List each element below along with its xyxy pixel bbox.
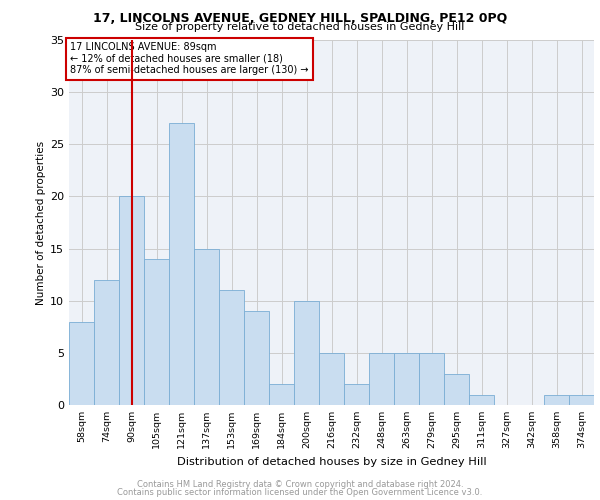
Bar: [244, 311, 269, 405]
Text: 17, LINCOLNS AVENUE, GEDNEY HILL, SPALDING, PE12 0PQ: 17, LINCOLNS AVENUE, GEDNEY HILL, SPALDI…: [93, 12, 507, 26]
Bar: [144, 259, 169, 405]
Bar: [569, 394, 594, 405]
Text: Contains HM Land Registry data © Crown copyright and database right 2024.: Contains HM Land Registry data © Crown c…: [137, 480, 463, 489]
Bar: [394, 353, 419, 405]
Bar: [69, 322, 94, 405]
Bar: [294, 300, 319, 405]
Bar: [94, 280, 119, 405]
Bar: [469, 394, 494, 405]
Bar: [194, 248, 219, 405]
Bar: [344, 384, 369, 405]
Bar: [269, 384, 294, 405]
Bar: [369, 353, 394, 405]
Bar: [544, 394, 569, 405]
Bar: [444, 374, 469, 405]
Bar: [219, 290, 244, 405]
Text: 17 LINCOLNS AVENUE: 89sqm
← 12% of detached houses are smaller (18)
87% of semi-: 17 LINCOLNS AVENUE: 89sqm ← 12% of detac…: [70, 42, 309, 76]
Bar: [319, 353, 344, 405]
Text: Contains public sector information licensed under the Open Government Licence v3: Contains public sector information licen…: [118, 488, 482, 497]
Y-axis label: Number of detached properties: Number of detached properties: [36, 140, 46, 304]
Bar: [119, 196, 144, 405]
Bar: [169, 124, 194, 405]
Text: Size of property relative to detached houses in Gedney Hill: Size of property relative to detached ho…: [136, 22, 464, 32]
Bar: [419, 353, 444, 405]
X-axis label: Distribution of detached houses by size in Gedney Hill: Distribution of detached houses by size …: [176, 456, 487, 466]
